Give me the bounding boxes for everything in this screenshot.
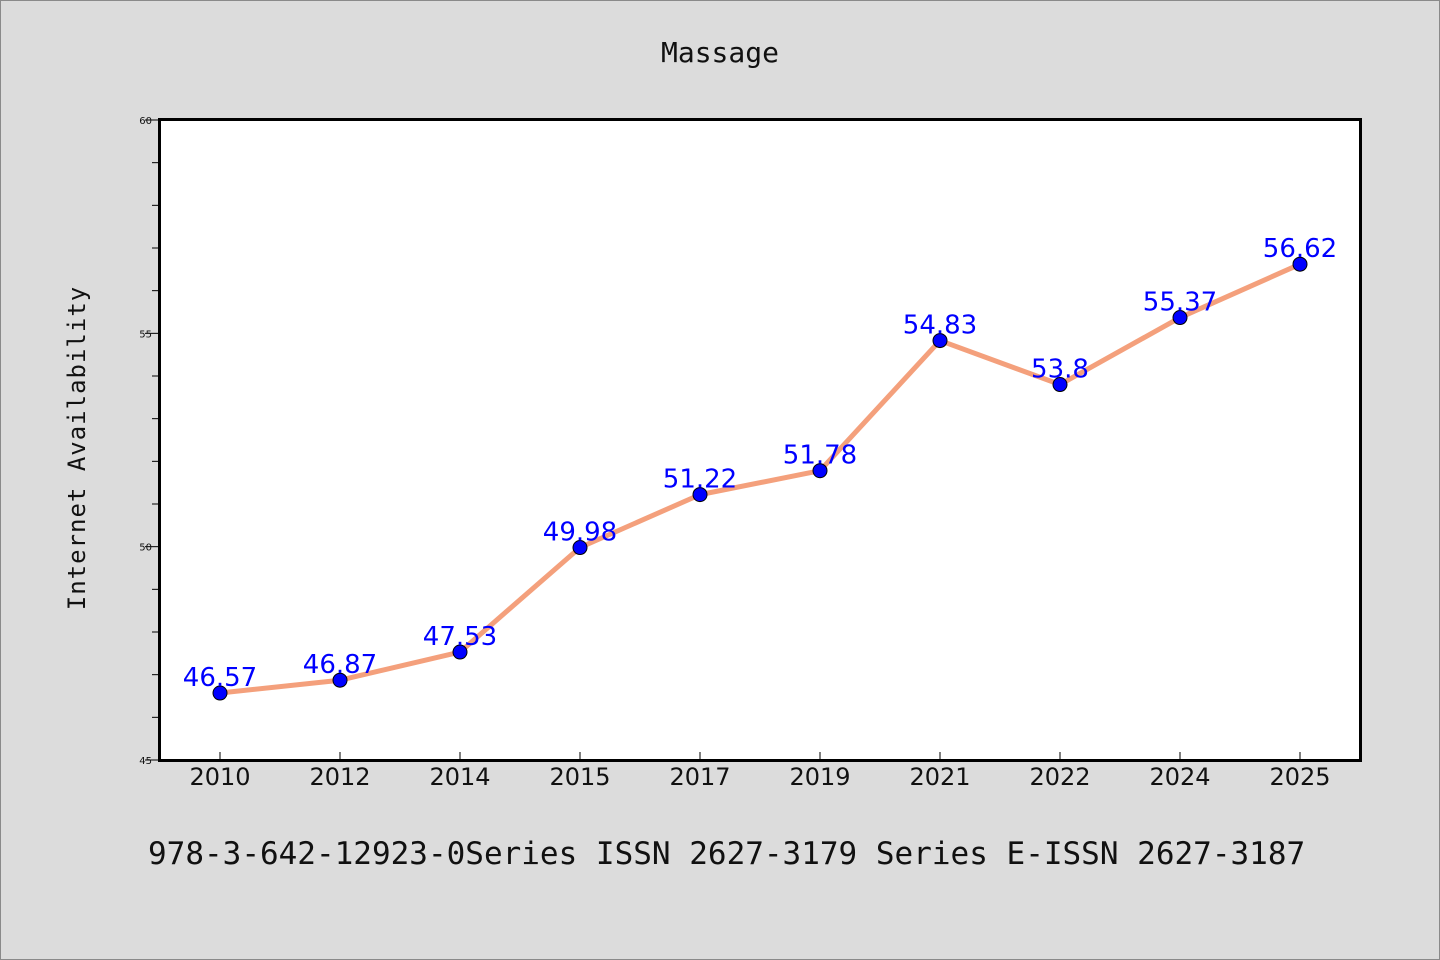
data-point-2015 bbox=[572, 540, 588, 556]
data-point-2010 bbox=[212, 685, 228, 701]
data-label-2010: 46.57 bbox=[183, 663, 257, 693]
y-axis-label: Internet Availability bbox=[63, 286, 91, 610]
x-tick-label-2012: 2012 bbox=[309, 763, 370, 791]
x-tick-label-2024: 2024 bbox=[1149, 763, 1210, 791]
data-label-2014: 47.53 bbox=[423, 622, 497, 652]
data-label-2025: 56.62 bbox=[1263, 234, 1337, 264]
data-point-2017 bbox=[692, 487, 708, 503]
x-tick-label-2025: 2025 bbox=[1269, 763, 1330, 791]
data-point-2024 bbox=[1172, 310, 1188, 326]
data-label-2012: 46.87 bbox=[303, 650, 377, 680]
x-tick-label-2021: 2021 bbox=[909, 763, 970, 791]
series-line bbox=[217, 261, 1303, 696]
x-tick-label-2022: 2022 bbox=[1029, 763, 1090, 791]
data-label-2022: 53.8 bbox=[1031, 355, 1089, 385]
data-points bbox=[212, 256, 1308, 701]
chart-title: Massage bbox=[661, 36, 779, 69]
x-tick-label-2015: 2015 bbox=[549, 763, 610, 791]
data-point-2019 bbox=[812, 463, 828, 479]
data-point-2012 bbox=[332, 672, 348, 688]
y-axis-ticks: 45 50 55 60 bbox=[139, 116, 160, 767]
data-labels: 46.57 46.87 47.53 49.98 51.22 51.78 54.83 53.8 5… bbox=[183, 234, 1337, 693]
data-label-2015: 49.98 bbox=[543, 518, 617, 548]
y-tick-label-60: 60 bbox=[139, 116, 152, 127]
data-label-2021: 54.83 bbox=[903, 311, 977, 341]
y-tick-label-55: 55 bbox=[139, 329, 152, 340]
data-label-2017: 51.22 bbox=[663, 465, 737, 495]
x-tick-label-2014: 2014 bbox=[429, 763, 490, 791]
data-point-2014 bbox=[452, 644, 468, 660]
x-tick-label-2010: 2010 bbox=[189, 763, 250, 791]
x-tick-label-2019: 2019 bbox=[789, 763, 850, 791]
data-point-2021 bbox=[932, 333, 948, 349]
x-axis-ticks: 2010 2012 2014 2015 2017 2019 2021 2022 2024 2025 bbox=[189, 752, 1331, 791]
plot-area bbox=[158, 118, 1362, 762]
data-label-2024: 55.37 bbox=[1143, 288, 1217, 318]
data-label-2019: 51.78 bbox=[783, 441, 857, 471]
data-point-2025 bbox=[1292, 256, 1308, 272]
x-tick-label-2017: 2017 bbox=[669, 763, 730, 791]
footer-isbn-text: 978-3-642-12923-0Series ISSN 2627-3179 S… bbox=[148, 836, 1305, 872]
y-tick-label-45: 45 bbox=[139, 756, 152, 767]
data-point-2022 bbox=[1052, 377, 1068, 393]
y-tick-label-50: 50 bbox=[139, 543, 152, 554]
